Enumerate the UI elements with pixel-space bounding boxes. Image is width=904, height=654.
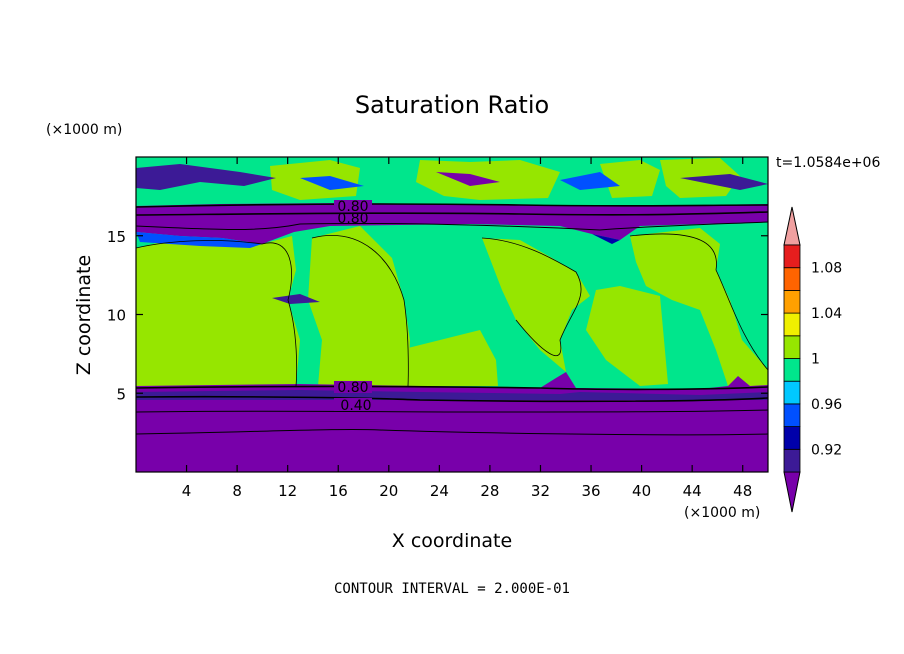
- contour-label: 0.80: [337, 211, 368, 227]
- colorbar-bin: [783, 358, 801, 382]
- contour-labels: 0.80 0.80 0.80 0.40: [334, 199, 372, 414]
- contour-line: [311, 235, 409, 387]
- colorbar-bin: [783, 312, 801, 337]
- x-axis-label: X coordinate: [392, 530, 512, 552]
- colorbar-tick-label: 1: [811, 352, 820, 368]
- contour-label: 0.80: [337, 380, 368, 396]
- x-axis: 4 8 12 16 20 24 28 32 36 40 44 48: [182, 157, 752, 500]
- x-tick-label: 48: [733, 482, 752, 500]
- x-tick-label: 32: [531, 482, 550, 500]
- y-unit-label: (×1000 m): [46, 122, 122, 138]
- contour-line: [629, 233, 768, 371]
- y-axis: 5 10 15: [107, 228, 768, 403]
- colorbar-bin: [783, 244, 801, 269]
- time-label: t=1.0584e+06: [776, 155, 880, 171]
- x-tick-label: 16: [329, 482, 348, 500]
- contour-line: [136, 240, 298, 387]
- x-tick-label: 40: [632, 482, 651, 500]
- supersaturated-patch: [586, 286, 668, 386]
- x-tick-label: 20: [379, 482, 398, 500]
- colorbar-bin: [783, 426, 801, 450]
- contour-line: [136, 221, 768, 231]
- dry-streak: [136, 164, 276, 190]
- dry-streak: [560, 172, 620, 190]
- supersaturated-patch: [482, 238, 590, 372]
- colorbar-bin: [783, 289, 801, 314]
- contour-lines: [136, 203, 768, 436]
- colorbar-tick-label: 1.04: [811, 306, 842, 322]
- supersaturated-patch: [308, 226, 410, 386]
- dry-streak: [272, 294, 320, 304]
- x-unit-label: (×1000 m): [684, 505, 760, 521]
- contour-line: [136, 428, 768, 436]
- x-tick-label: 36: [581, 482, 600, 500]
- y-tick-label: 15: [107, 228, 126, 246]
- y-tick-label: 10: [107, 307, 126, 325]
- dry-streak: [680, 174, 768, 190]
- x-tick-label: 24: [430, 482, 449, 500]
- y-tick-label: 5: [116, 385, 126, 403]
- colorbar-tick-label: 0.92: [811, 442, 842, 458]
- colorbar-bin: [783, 267, 801, 291]
- colorbar-over-triangle: [783, 206, 801, 246]
- colorbar-under-triangle: [783, 471, 801, 513]
- x-tick-label: 44: [683, 482, 702, 500]
- supersaturated-patch: [630, 228, 768, 386]
- x-tick-label: 8: [232, 482, 242, 500]
- dry-blue-edge: [592, 234, 620, 244]
- contour-line: [136, 385, 768, 391]
- x-tick-label: 12: [278, 482, 297, 500]
- colorbar-bin: [783, 380, 801, 405]
- dry-streak: [436, 172, 500, 186]
- colorbar-tick-label: 0.96: [811, 397, 842, 413]
- colorbar-bin: [783, 448, 801, 473]
- contour-line: [136, 203, 768, 208]
- contour-label: 0.80: [337, 199, 368, 215]
- contour-line: [481, 237, 582, 357]
- dry-blue-edge: [136, 232, 262, 248]
- colorbar-bin: [783, 335, 801, 359]
- contour-interval-footer: CONTOUR INTERVAL = 2.000E-01: [334, 581, 570, 597]
- colorbar: 0.92 0.96 1 1.04 1.08: [783, 206, 842, 513]
- x-tick-label: 4: [182, 482, 192, 500]
- contour-line: [136, 211, 768, 216]
- contour-line: [136, 395, 768, 403]
- x-tick-label: 28: [480, 482, 499, 500]
- y-axis-label: Z coordinate: [73, 255, 95, 375]
- colorbar-tick-label: 1.08: [811, 261, 842, 277]
- colorbar-bin: [783, 403, 801, 427]
- supersaturated-patch: [408, 330, 498, 386]
- dry-streak: [300, 176, 364, 190]
- chart-title: Saturation Ratio: [355, 91, 549, 119]
- upper-green-patch: [600, 160, 660, 198]
- contour-label: 0.40: [340, 398, 371, 414]
- contour-line: [136, 409, 768, 413]
- supersaturated-patch: [136, 236, 300, 386]
